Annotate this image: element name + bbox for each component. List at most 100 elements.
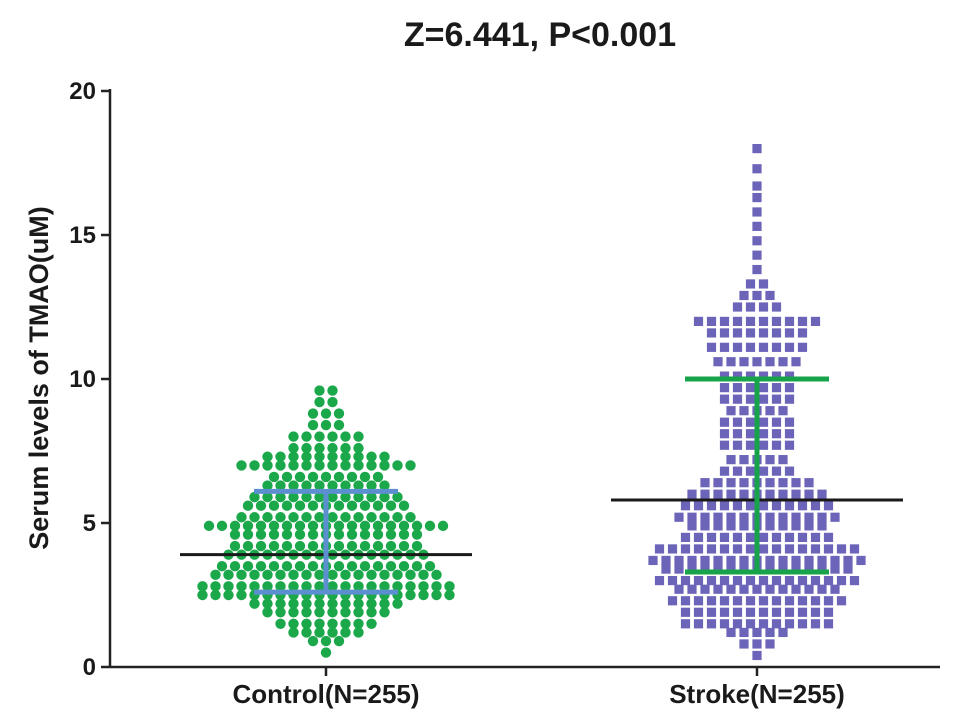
control-point: [242, 529, 254, 540]
control-point: [301, 607, 312, 618]
control-point: [314, 451, 325, 462]
stroke-point: [784, 532, 795, 542]
stroke-point: [726, 627, 736, 638]
control-point: [268, 561, 280, 572]
stroke-point: [765, 455, 775, 465]
control-point: [301, 598, 312, 609]
stroke-point: [791, 478, 801, 488]
control-point: [359, 520, 371, 532]
stroke-point: [810, 501, 821, 511]
control-point: [392, 581, 403, 592]
control-point: [197, 589, 208, 601]
control-point: [353, 607, 364, 618]
stroke-point: [752, 264, 762, 275]
stroke-point: [810, 532, 821, 542]
stroke-point: [719, 394, 730, 404]
stroke-point: [765, 478, 775, 488]
stroke-point: [804, 521, 814, 531]
control-point: [314, 491, 325, 503]
control-point: [229, 529, 241, 540]
control-point: [294, 471, 306, 483]
stroke-point: [791, 521, 801, 531]
stroke-point: [752, 250, 762, 260]
stroke-point: [771, 544, 782, 554]
stroke-point: [836, 596, 847, 606]
stroke-point: [693, 576, 704, 586]
control-point: [340, 627, 351, 638]
stroke-point: [726, 489, 736, 499]
stroke-point: [791, 489, 801, 499]
control-point: [346, 561, 358, 572]
stroke-point: [732, 532, 743, 542]
control-point: [346, 540, 358, 552]
stroke-point: [771, 466, 782, 476]
control-point: [262, 569, 273, 581]
control-point: [262, 598, 273, 609]
control-point: [307, 635, 319, 647]
stroke-point: [745, 394, 756, 404]
control-point: [359, 500, 371, 511]
stroke-point: [693, 607, 704, 617]
stroke-point: [778, 627, 788, 638]
stroke-point: [706, 342, 717, 352]
stroke-point: [797, 532, 808, 542]
control-point: [346, 520, 358, 532]
control-point: [405, 460, 416, 471]
control-point: [320, 471, 332, 483]
stroke-point: [823, 501, 834, 511]
control-point: [314, 385, 325, 396]
stroke-point: [706, 619, 717, 629]
control-point: [216, 561, 228, 572]
control-point: [301, 460, 312, 471]
stroke-point: [771, 316, 782, 326]
control-point: [268, 540, 280, 552]
control-point: [340, 569, 351, 581]
control-point: [385, 520, 397, 532]
control-point: [379, 598, 390, 609]
stroke-point: [713, 357, 723, 367]
stroke-point: [732, 394, 743, 404]
stroke-point: [680, 544, 691, 554]
control-point: [275, 581, 286, 592]
stroke-point: [739, 584, 749, 594]
control-point: [327, 431, 338, 442]
stroke-point: [745, 371, 756, 381]
control-point: [385, 561, 397, 572]
stroke-point: [745, 383, 756, 393]
control-point: [242, 561, 254, 572]
stroke-point: [778, 489, 788, 499]
stroke-point: [745, 532, 756, 542]
control-point: [320, 635, 332, 647]
control-point: [327, 460, 338, 471]
control-point: [379, 460, 390, 471]
stroke-point: [778, 455, 788, 465]
stroke-point: [810, 619, 821, 629]
stroke-point: [784, 417, 795, 427]
stroke-point: [713, 489, 723, 499]
control-point: [262, 607, 273, 618]
stroke-point: [726, 357, 736, 367]
control-point: [307, 408, 319, 419]
stroke-point: [771, 429, 782, 439]
stroke-point: [693, 501, 704, 511]
control-point: [327, 385, 338, 396]
control-point: [405, 581, 416, 592]
stroke-point: [732, 619, 743, 629]
stroke-point: [804, 564, 814, 574]
stroke-point: [700, 478, 710, 488]
stroke-point: [680, 532, 691, 542]
stroke-point: [732, 544, 743, 554]
stroke-point: [771, 576, 782, 586]
control-point: [242, 520, 254, 532]
stroke-point: [784, 371, 795, 381]
stroke-point: [804, 555, 814, 566]
stroke-point: [706, 596, 717, 606]
stroke-point: [693, 596, 704, 606]
stroke-point: [771, 440, 782, 450]
control-point: [249, 460, 260, 471]
stroke-point: [784, 440, 795, 450]
control-point: [353, 598, 364, 609]
stroke-point: [784, 576, 795, 586]
stroke-point: [817, 521, 827, 531]
stroke-point: [693, 316, 704, 326]
